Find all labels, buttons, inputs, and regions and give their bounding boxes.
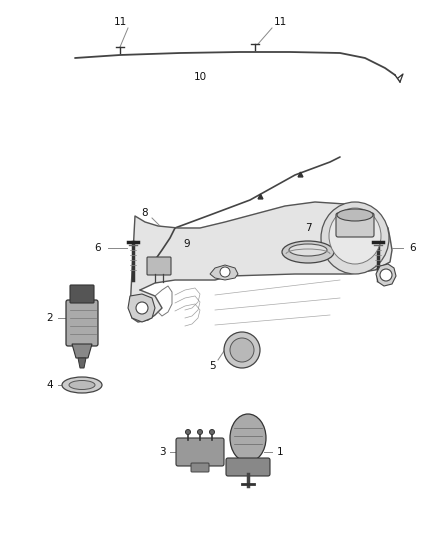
Text: 6: 6 [410, 243, 416, 253]
FancyBboxPatch shape [336, 213, 374, 237]
Polygon shape [130, 202, 392, 322]
Text: 3: 3 [159, 447, 165, 457]
Ellipse shape [230, 414, 266, 462]
Text: 7: 7 [305, 223, 311, 233]
Polygon shape [210, 265, 238, 280]
Ellipse shape [337, 209, 373, 221]
Ellipse shape [321, 202, 389, 274]
FancyBboxPatch shape [147, 257, 171, 275]
Ellipse shape [282, 241, 334, 263]
Text: 10: 10 [194, 72, 207, 82]
Polygon shape [128, 294, 155, 322]
FancyBboxPatch shape [226, 458, 270, 476]
Text: 6: 6 [95, 243, 101, 253]
Polygon shape [72, 344, 92, 358]
Circle shape [220, 267, 230, 277]
Text: 5: 5 [208, 361, 215, 371]
Circle shape [230, 338, 254, 362]
Polygon shape [78, 358, 86, 368]
FancyBboxPatch shape [66, 300, 98, 346]
Ellipse shape [62, 377, 102, 393]
FancyBboxPatch shape [191, 463, 209, 472]
Text: 2: 2 [47, 313, 53, 323]
Circle shape [380, 269, 392, 281]
Circle shape [186, 430, 191, 434]
Circle shape [136, 302, 148, 314]
Ellipse shape [69, 381, 95, 390]
Ellipse shape [329, 208, 381, 264]
Text: 11: 11 [113, 17, 127, 27]
Polygon shape [376, 264, 396, 286]
Text: 9: 9 [184, 239, 191, 249]
Circle shape [209, 430, 215, 434]
Circle shape [198, 430, 202, 434]
Circle shape [224, 332, 260, 368]
FancyBboxPatch shape [70, 285, 94, 303]
Text: 4: 4 [47, 380, 53, 390]
Text: 1: 1 [277, 447, 283, 457]
Text: 8: 8 [141, 208, 148, 218]
Text: 11: 11 [273, 17, 286, 27]
Ellipse shape [289, 244, 327, 256]
FancyBboxPatch shape [176, 438, 224, 466]
